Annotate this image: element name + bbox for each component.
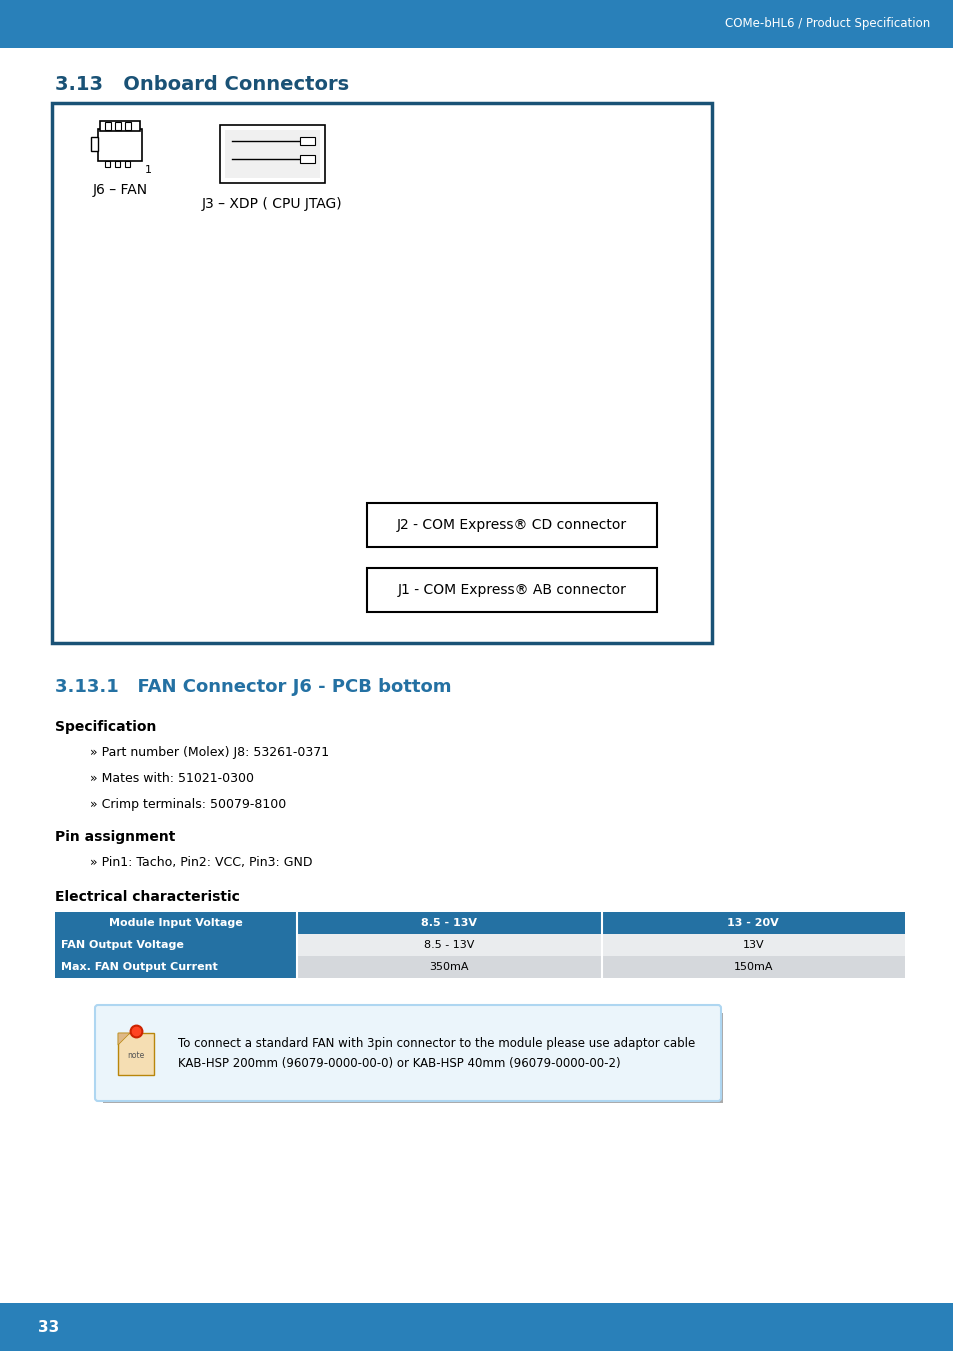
Bar (98, 128, 142, 161)
Text: Pin assignment: Pin assignment (55, 830, 175, 844)
Text: note: note (128, 1051, 145, 1059)
Bar (367, 567, 657, 612)
Text: J6 – FAN: J6 – FAN (92, 182, 148, 197)
Bar (91, 136, 98, 151)
Bar (105, 122, 111, 130)
Text: Electrical characteristic: Electrical characteristic (55, 890, 239, 904)
Bar (220, 126, 325, 182)
Bar (55, 912, 904, 934)
Text: Specification: Specification (55, 720, 156, 734)
Bar (55, 934, 297, 957)
Bar (105, 161, 110, 168)
Text: 8.5 - 13V: 8.5 - 13V (421, 917, 476, 928)
Bar (115, 122, 121, 130)
Text: FAN Output Voltage: FAN Output Voltage (61, 940, 184, 950)
Bar (100, 122, 140, 131)
Bar (125, 161, 130, 168)
Bar (0, 0, 953, 49)
Text: 13V: 13V (741, 940, 763, 950)
Bar (55, 934, 904, 957)
Bar (103, 1013, 722, 1102)
Bar (0, 1302, 953, 1351)
Text: 3.13.1   FAN Connector J6 - PCB bottom: 3.13.1 FAN Connector J6 - PCB bottom (55, 678, 451, 696)
Text: J3 – XDP ( CPU JTAG): J3 – XDP ( CPU JTAG) (201, 197, 342, 211)
Text: 8.5 - 13V: 8.5 - 13V (424, 940, 474, 950)
Text: Max. FAN Output Current: Max. FAN Output Current (61, 962, 217, 971)
FancyBboxPatch shape (95, 1005, 720, 1101)
Bar (55, 957, 904, 978)
Bar (299, 136, 314, 145)
Text: COMe-bHL6 / Product Specification: COMe-bHL6 / Product Specification (724, 18, 929, 31)
Bar (367, 503, 657, 547)
Polygon shape (118, 1034, 130, 1046)
Text: J1 - COM Express® AB connector: J1 - COM Express® AB connector (397, 584, 626, 597)
Bar (55, 957, 297, 978)
Bar (125, 122, 131, 130)
Text: 1: 1 (145, 165, 152, 176)
Text: » Part number (Molex) J8: 53261-0371: » Part number (Molex) J8: 53261-0371 (90, 746, 329, 759)
Text: Module Input Voltage: Module Input Voltage (110, 917, 243, 928)
Text: J2 - COM Express® CD connector: J2 - COM Express® CD connector (396, 517, 626, 532)
Text: » Crimp terminals: 50079-8100: » Crimp terminals: 50079-8100 (90, 798, 286, 811)
Text: » Mates with: 51021-0300: » Mates with: 51021-0300 (90, 771, 253, 785)
Bar (118, 1034, 153, 1075)
Text: 3.13   Onboard Connectors: 3.13 Onboard Connectors (55, 76, 349, 95)
Text: 350mA: 350mA (429, 962, 469, 971)
Bar (299, 155, 314, 163)
Text: 150mA: 150mA (733, 962, 772, 971)
Text: 13 - 20V: 13 - 20V (726, 917, 779, 928)
Bar (225, 130, 319, 178)
Bar (52, 103, 711, 643)
Text: 33: 33 (38, 1320, 59, 1335)
Text: To connect a standard FAN with 3pin connector to the module please use adaptor c: To connect a standard FAN with 3pin conn… (178, 1036, 695, 1070)
Bar (115, 161, 120, 168)
Text: » Pin1: Tacho, Pin2: VCC, Pin3: GND: » Pin1: Tacho, Pin2: VCC, Pin3: GND (90, 857, 313, 869)
